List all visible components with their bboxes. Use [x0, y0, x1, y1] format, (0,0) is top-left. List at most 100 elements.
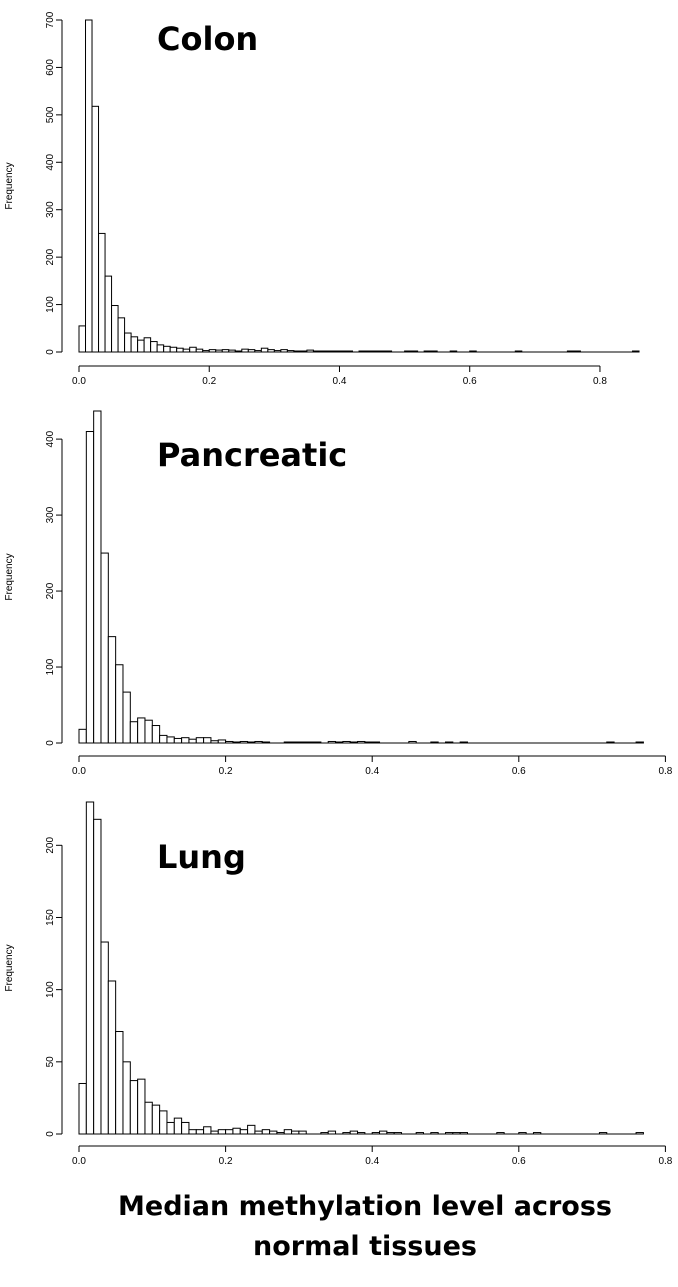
- y-tick-label: 700: [45, 11, 56, 28]
- histogram-bar: [107, 636, 117, 744]
- y-tick-label: 400: [45, 430, 56, 447]
- x-tick-label: 0.0: [72, 376, 86, 387]
- y-tick-label: 100: [45, 981, 56, 998]
- histogram-panel-pancreatic: 0.0 0.2 0.4 0.6 0.8 0 100 200 300 400 Frequency Pan…: [4, 410, 673, 777]
- histogram-bar: [115, 1031, 124, 1135]
- histogram-bar: [93, 410, 102, 744]
- histogram-bar: [176, 347, 184, 353]
- histogram-bar: [78, 325, 87, 353]
- y-axis-label: Frequency: [4, 553, 15, 600]
- histogram-bar: [261, 1129, 271, 1135]
- histogram-bar: [130, 336, 139, 353]
- histogram-bar: [156, 344, 165, 353]
- y-tick-label: 100: [45, 296, 56, 313]
- histogram-bar: [137, 717, 146, 744]
- y-tick-label: 600: [45, 59, 56, 76]
- histogram-bar: [188, 1129, 197, 1135]
- histogram-bar: [129, 1080, 139, 1135]
- x-tick-label: 0.6: [463, 376, 477, 387]
- histogram-bar: [93, 818, 102, 1135]
- histogram-bar: [100, 941, 109, 1135]
- histogram-bar: [159, 1110, 168, 1135]
- histogram-bar: [203, 1126, 212, 1135]
- y-tick-label: 200: [45, 582, 56, 599]
- histogram-bar: [195, 1129, 205, 1135]
- y-tick-label: 500: [45, 106, 56, 123]
- histogram-bar: [247, 1124, 256, 1135]
- x-tick-label: 0.0: [72, 1156, 86, 1167]
- histogram-panel-colon: 0.0 0.2 0.4 0.6 0.8 0 100 200 300 400 500 600 700 Fre…: [4, 11, 640, 387]
- x-tick-label: 0.6: [512, 766, 526, 777]
- x-tick-label: 0.4: [365, 1156, 379, 1167]
- histogram-bar: [181, 1121, 190, 1135]
- histogram-bar: [163, 345, 171, 353]
- histogram-bar: [124, 332, 132, 353]
- histogram-bar: [166, 736, 175, 744]
- histogram-bar: [111, 305, 119, 353]
- x-tick-label: 0.8: [658, 766, 672, 777]
- x-axis-label-line-2: normal tissues: [253, 1231, 477, 1262]
- histogram-bar: [107, 980, 117, 1135]
- histogram-bar: [217, 1129, 227, 1135]
- y-tick-label: 150: [45, 909, 56, 926]
- histogram-bar: [151, 1104, 161, 1135]
- y-tick-label: 400: [45, 154, 56, 171]
- histogram-bar: [195, 737, 205, 744]
- histogram-bar: [85, 19, 93, 353]
- x-tick-label: 0.4: [365, 766, 379, 777]
- histogram-bar: [189, 346, 197, 353]
- histogram-bar: [239, 1129, 249, 1135]
- x-tick-label: 0.2: [219, 1156, 233, 1167]
- y-tick-label: 0: [45, 740, 56, 746]
- histogram-bar: [283, 1129, 293, 1135]
- histogram-panel-lung: 0.0 0.2 0.4 0.6 0.8 0 50 100 150 200 Frequency Lung: [4, 801, 673, 1167]
- histogram-bar: [150, 341, 158, 353]
- histogram-bar: [173, 1117, 183, 1135]
- histogram-bar: [144, 1101, 153, 1135]
- histogram-bar: [122, 691, 131, 744]
- histogram-bar: [169, 346, 178, 353]
- y-tick-label: 300: [45, 506, 56, 523]
- histogram-bar: [98, 232, 106, 353]
- y-tick-label: 50: [45, 1056, 56, 1068]
- histogram-bar: [129, 721, 139, 744]
- panel-title: Lung: [157, 838, 246, 876]
- x-tick-label: 0.2: [202, 376, 216, 387]
- histogram-bar: [173, 737, 183, 744]
- histogram-bar: [85, 801, 95, 1135]
- histogram-bar: [100, 552, 109, 744]
- histogram-bar: [260, 347, 269, 353]
- histogram-bar: [181, 737, 190, 744]
- y-tick-label: 100: [45, 658, 56, 675]
- histogram-bar: [232, 1127, 241, 1135]
- histogram-bar: [78, 728, 87, 744]
- histogram-bar: [137, 339, 145, 353]
- histogram-bar: [159, 734, 168, 744]
- panel-title: Colon: [157, 20, 258, 58]
- histogram-bar: [203, 737, 212, 744]
- x-axis-label-line-1: Median methylation level across: [118, 1191, 612, 1222]
- histogram-bar: [85, 431, 95, 744]
- histogram-bar: [143, 337, 152, 353]
- y-tick-label: 300: [45, 201, 56, 218]
- y-axis-label: Frequency: [4, 162, 15, 209]
- histogram-bar: [225, 1129, 234, 1135]
- y-tick-label: 200: [45, 248, 56, 265]
- histogram-bar: [188, 738, 197, 744]
- x-tick-label: 0.0: [72, 766, 86, 777]
- histogram-bar: [166, 1121, 175, 1135]
- x-tick-label: 0.4: [333, 376, 347, 387]
- histogram-bar: [104, 275, 113, 353]
- y-axis-label: Frequency: [4, 944, 15, 991]
- histogram-bar: [117, 317, 126, 353]
- histogram-bar: [122, 1061, 131, 1135]
- x-tick-label: 0.6: [512, 1156, 526, 1167]
- histogram-bar: [91, 105, 100, 353]
- histogram-bar: [151, 725, 161, 744]
- panel-title: Pancreatic: [157, 436, 347, 474]
- histogram-bar: [144, 719, 153, 744]
- histogram-bar: [78, 1082, 87, 1135]
- x-tick-label: 0.8: [658, 1156, 672, 1167]
- y-tick-label: 200: [45, 837, 56, 854]
